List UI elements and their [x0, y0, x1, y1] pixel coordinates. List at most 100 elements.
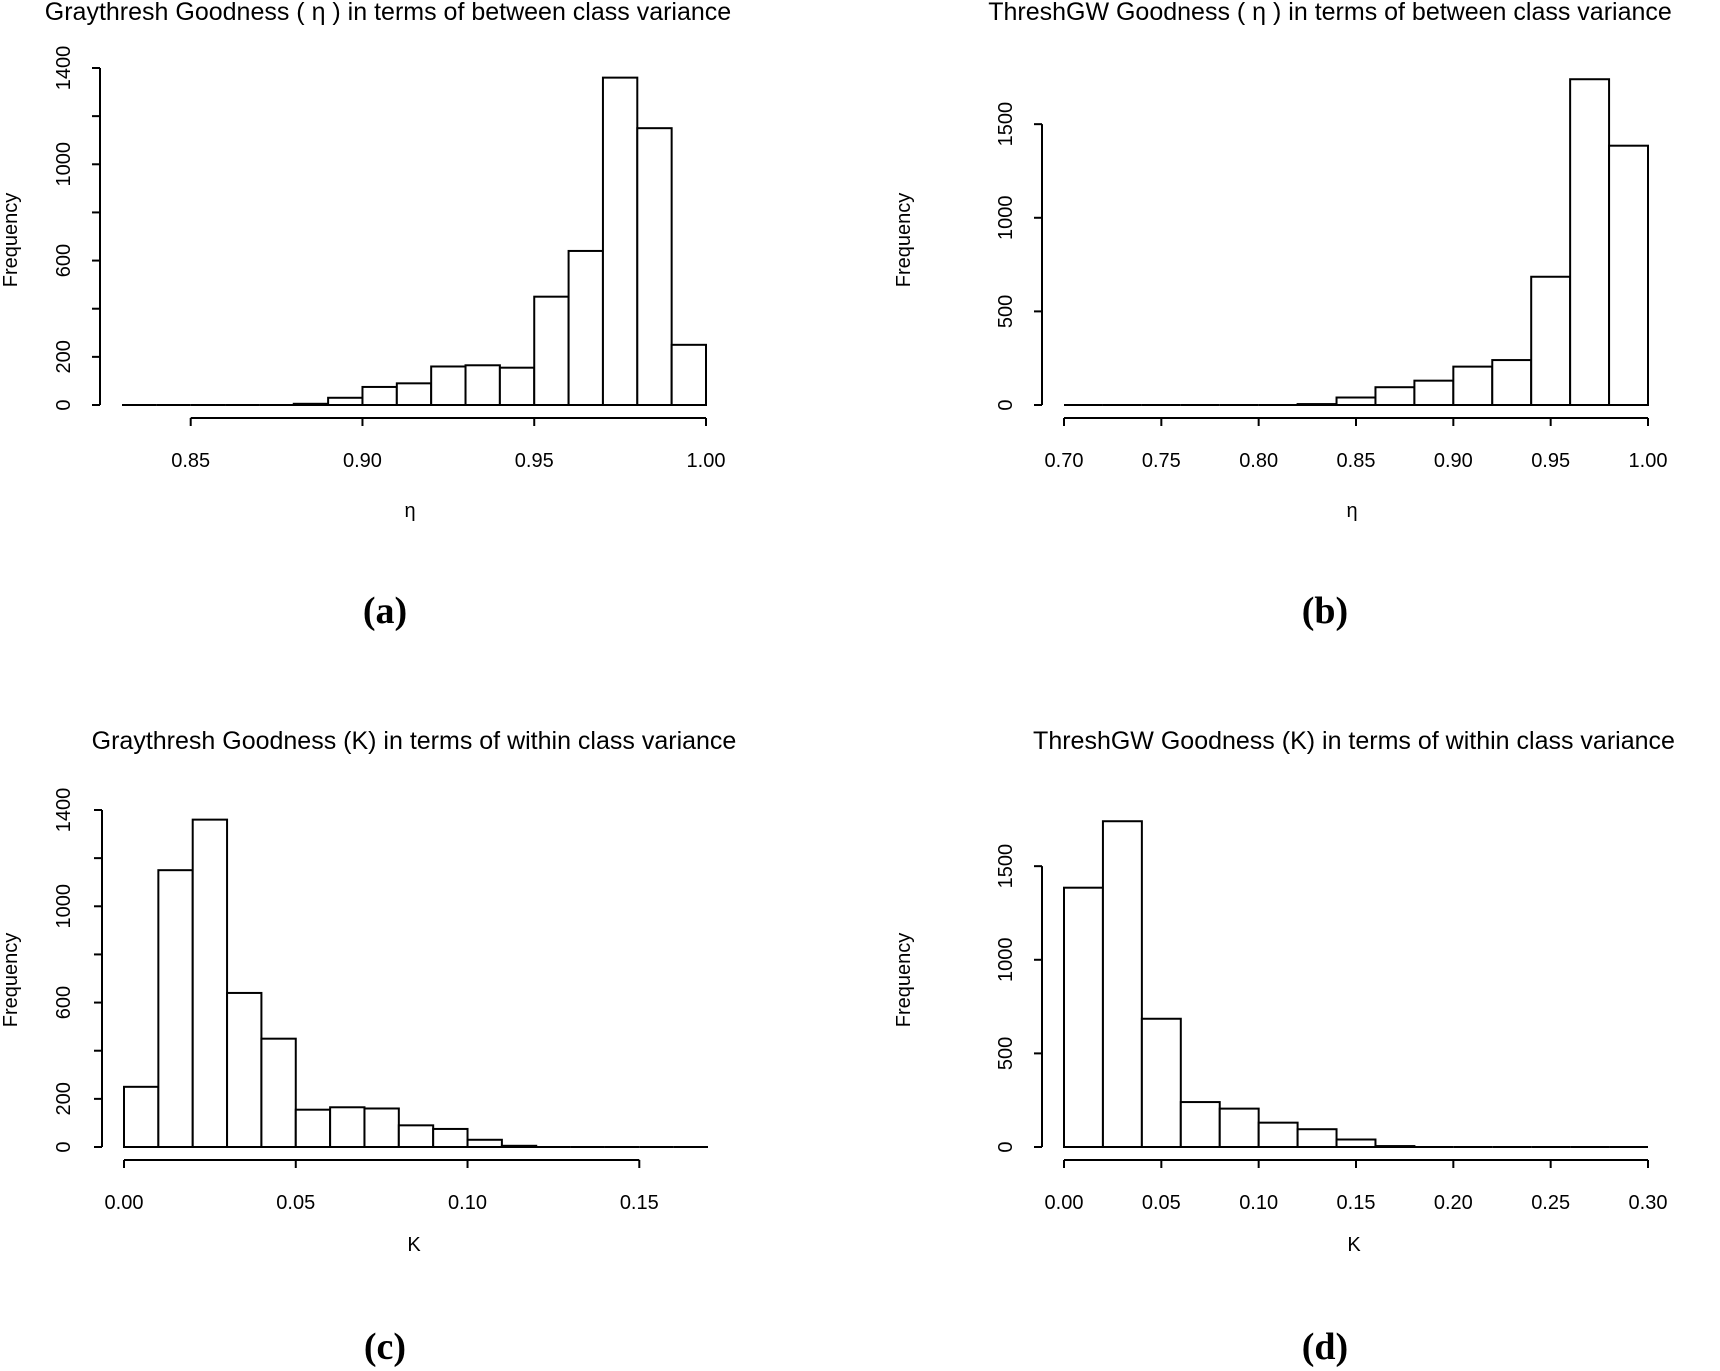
histogram-bar: [1374, 1145, 1416, 1149]
y-tick-label: 1000: [53, 142, 75, 187]
y-tick-label: 0: [53, 399, 75, 410]
x-tick-label: 0.10: [1239, 1192, 1278, 1214]
panel-caption: (a): [363, 590, 407, 632]
histogram-bar: [466, 1138, 503, 1148]
histogram-chart-c: Graythresh Goodness (K) in terms of with…: [0, 727, 737, 1368]
y-tick-label: 0: [995, 399, 1017, 410]
y-tick-label: 1000: [995, 196, 1017, 241]
x-tick-label: 0.15: [620, 1192, 659, 1214]
histogram-bar: [1374, 386, 1416, 407]
histogram-bar: [1101, 820, 1143, 1148]
histogram-bar: [260, 1037, 297, 1148]
histogram-bar: [292, 402, 330, 406]
histogram-bar: [1335, 396, 1377, 406]
histogram-bar: [432, 1127, 469, 1149]
histogram-panel-a: Graythresh Goodness ( η ) in terms of be…: [0, 0, 860, 685]
histogram-bar: [1140, 1017, 1182, 1148]
x-tick-label: 0.70: [1045, 450, 1084, 472]
histogram-bar: [294, 1108, 332, 1149]
x-tick-label: 0.85: [1337, 450, 1376, 472]
histogram-bar: [1452, 365, 1494, 406]
histogram-bar: [1296, 1128, 1338, 1149]
x-tick-label: 0.95: [515, 450, 554, 472]
histogram-bar: [1530, 275, 1572, 406]
x-tick-label: 0.15: [1337, 1192, 1376, 1214]
histogram-bar: [1296, 403, 1338, 407]
histogram-bar: [533, 295, 570, 406]
y-axis-label: Frequency: [0, 933, 22, 1028]
x-axis-label: η: [1346, 500, 1357, 522]
x-tick-label: 0.25: [1531, 1192, 1570, 1214]
histogram-chart-b: ThreshGW Goodness ( η ) in terms of betw…: [893, 0, 1672, 632]
y-tick-label: 200: [53, 340, 75, 373]
histogram-bar: [361, 385, 398, 407]
chart-title: Graythresh Goodness ( η ) in terms of be…: [45, 0, 731, 26]
histogram-bar: [636, 127, 673, 407]
panel-caption: (b): [1302, 590, 1348, 632]
histogram-bar: [1491, 359, 1533, 407]
x-tick-label: 0.10: [448, 1192, 487, 1214]
y-tick-label: 500: [995, 295, 1017, 328]
histogram-chart-a: Graythresh Goodness ( η ) in terms of be…: [0, 0, 731, 632]
chart-title: ThreshGW Goodness ( η ) in terms of betw…: [988, 0, 1672, 26]
histogram-bar: [567, 249, 604, 406]
x-axis-label: K: [407, 1234, 421, 1256]
histogram-bar: [226, 991, 263, 1149]
histogram-bar: [191, 818, 229, 1148]
y-tick-label: 200: [53, 1082, 75, 1115]
histogram-panel-c: Graythresh Goodness (K) in terms of with…: [0, 685, 860, 1370]
histogram-bar: [1063, 886, 1104, 1148]
x-tick-label: 1.00: [687, 450, 726, 472]
x-tick-label: 0.00: [105, 1192, 144, 1214]
histogram-bar: [464, 364, 501, 406]
y-tick-label: 0: [53, 1141, 75, 1152]
histogram-bar: [498, 366, 536, 407]
histogram-chart-d: ThreshGW Goodness (K) in terms of within…: [893, 727, 1675, 1368]
y-tick-label: 1400: [53, 788, 75, 833]
histogram-bar: [1335, 1138, 1377, 1148]
histogram-bar: [327, 396, 364, 406]
histogram-bar: [395, 382, 433, 407]
histogram-bar: [601, 76, 639, 406]
x-tick-label: 0.00: [1045, 1192, 1084, 1214]
x-axis-label: K: [1347, 1234, 1361, 1256]
panel-caption: (d): [1302, 1326, 1348, 1368]
panel-caption: (c): [364, 1326, 406, 1368]
x-axis-label: η: [404, 500, 415, 522]
chart-title: Graythresh Goodness (K) in terms of with…: [92, 727, 737, 755]
x-tick-label: 0.85: [171, 450, 210, 472]
y-axis-label: Frequency: [893, 193, 915, 288]
y-tick-label: 500: [995, 1037, 1017, 1070]
histogram-panel-d: ThreshGW Goodness (K) in terms of within…: [860, 685, 1720, 1370]
histogram-bar: [1413, 379, 1455, 406]
y-tick-label: 1400: [53, 46, 75, 91]
x-tick-label: 0.95: [1531, 450, 1570, 472]
y-axis-label: Frequency: [893, 933, 915, 1028]
x-tick-label: 0.20: [1434, 1192, 1473, 1214]
x-tick-label: 0.90: [343, 450, 382, 472]
y-tick-label: 600: [53, 244, 75, 277]
histogram-bar: [500, 1144, 538, 1148]
y-tick-label: 0: [995, 1141, 1017, 1152]
y-tick-label: 600: [53, 986, 75, 1019]
x-tick-label: 0.80: [1239, 450, 1278, 472]
histogram-bar: [157, 869, 194, 1149]
x-tick-label: 0.05: [1142, 1192, 1181, 1214]
histogram-bar: [1179, 1101, 1221, 1149]
y-tick-label: 1000: [995, 938, 1017, 983]
histogram-bar: [1218, 1107, 1260, 1148]
histogram-bar: [1569, 78, 1611, 406]
histogram-bar: [397, 1124, 435, 1149]
y-tick-label: 1500: [995, 102, 1017, 146]
histogram-bar: [123, 1085, 160, 1149]
histogram-panel-b: ThreshGW Goodness ( η ) in terms of betw…: [860, 0, 1720, 685]
y-tick-label: 1500: [995, 844, 1017, 889]
histogram-bar: [1608, 144, 1649, 406]
y-tick-label: 1000: [53, 884, 75, 929]
histogram-bar: [363, 1107, 400, 1149]
x-tick-label: 1.00: [1629, 450, 1668, 472]
chart-title: ThreshGW Goodness (K) in terms of within…: [1033, 727, 1675, 755]
histogram-bar: [430, 365, 467, 407]
histogram-bar: [329, 1106, 366, 1148]
x-tick-label: 0.30: [1629, 1192, 1668, 1214]
